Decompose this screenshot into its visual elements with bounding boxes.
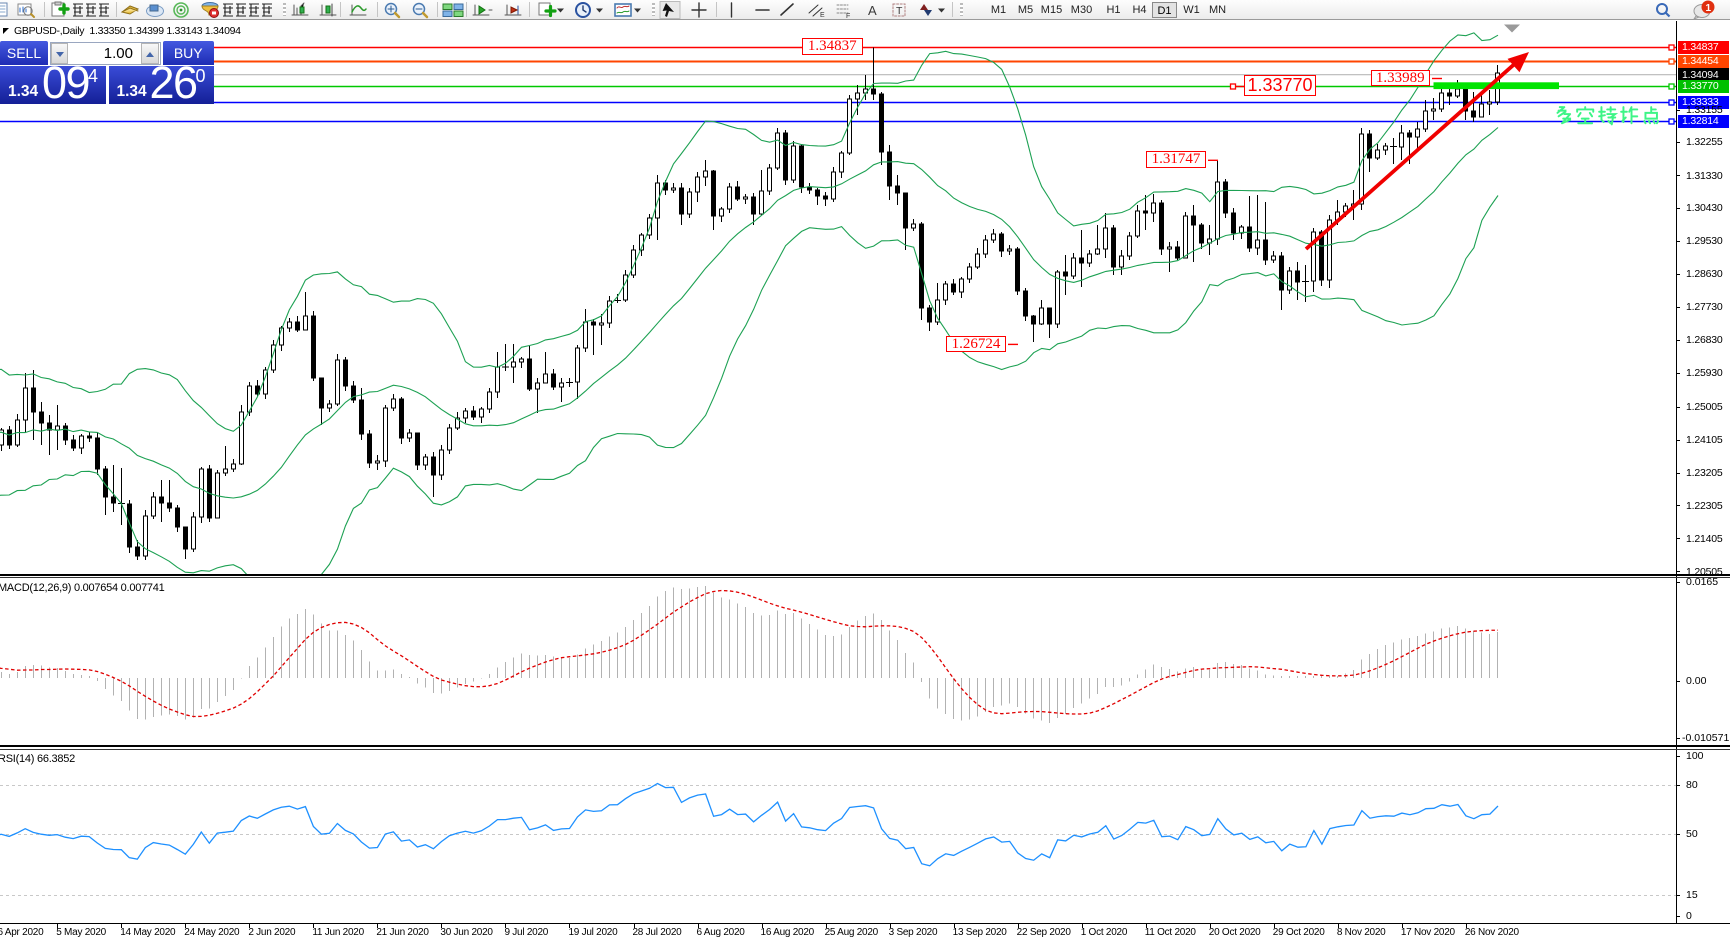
svg-text:F: F: [846, 13, 850, 20]
svg-text:T: T: [896, 5, 903, 17]
svg-text:1: 1: [1706, 3, 1712, 14]
svg-text:A: A: [868, 3, 877, 18]
svg-text:E: E: [820, 12, 825, 19]
